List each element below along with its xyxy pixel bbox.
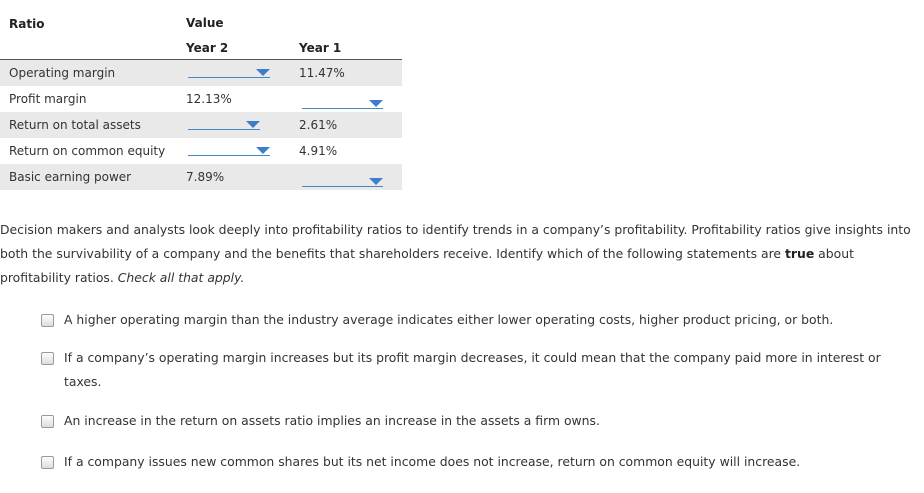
- table-row-return-on-total-assets: Return on total assets 2.61%: [0, 112, 402, 138]
- intro-instruction: Check all that apply.: [117, 270, 245, 285]
- checkbox[interactable]: [41, 352, 54, 365]
- chevron-down-icon[interactable]: [369, 178, 383, 185]
- table-row-operating-margin: Operating margin 11.47%: [0, 60, 402, 86]
- operating-margin-year2-dropdown[interactable]: [188, 63, 270, 81]
- dropdown-underline: [302, 108, 383, 109]
- dropdown-underline: [302, 186, 383, 187]
- option-label: If a company issues new common shares bu…: [64, 454, 801, 469]
- checkbox[interactable]: [41, 456, 54, 469]
- intro-text-after: about profitability ratios.: [0, 246, 854, 285]
- intro-bold: true: [784, 246, 815, 261]
- row-label: Basic earning power: [9, 170, 132, 184]
- table-row-return-on-common-equity: Return on common equity 4.91%: [0, 138, 402, 164]
- checkbox[interactable]: [41, 314, 54, 327]
- operating-margin-year1-value: 11.47%: [299, 66, 345, 80]
- basic-earning-power-year2-value: 7.89%: [186, 170, 225, 184]
- return-on-total-assets-year2-dropdown[interactable]: [188, 115, 260, 133]
- chevron-down-icon[interactable]: [256, 69, 270, 76]
- dropdown-underline: [188, 77, 270, 78]
- option-label: An increase in the return on assets rati…: [64, 413, 600, 428]
- table-row-profit-margin: Profit margin 12.13%: [0, 86, 402, 112]
- basic-earning-power-year1-dropdown[interactable]: [302, 172, 383, 190]
- chevron-down-icon[interactable]: [256, 147, 270, 154]
- option-1[interactable]: A higher operating margin than the indus…: [41, 308, 901, 332]
- question-intro: Decision makers and analysts look deeply…: [0, 218, 920, 290]
- header-ratio: Ratio: [9, 17, 45, 31]
- header-year-1: Year 1: [299, 41, 342, 55]
- table-row-basic-earning-power: Basic earning power 7.89%: [0, 164, 402, 190]
- chevron-down-icon[interactable]: [369, 100, 383, 107]
- header-year-2: Year 2: [186, 41, 229, 55]
- ratio-table: Ratio Value Year 2 Year 1 Operating marg…: [0, 12, 402, 190]
- dropdown-underline: [188, 155, 270, 156]
- chevron-down-icon[interactable]: [246, 121, 260, 128]
- dropdown-underline: [188, 129, 260, 130]
- return-on-common-equity-year2-dropdown[interactable]: [188, 141, 270, 159]
- option-3[interactable]: An increase in the return on assets rati…: [41, 409, 901, 433]
- profit-margin-year2-value: 12.13%: [186, 92, 232, 106]
- return-on-total-assets-year1-value: 2.61%: [299, 118, 338, 132]
- table-header-row-1: Ratio Value: [0, 12, 402, 35]
- return-on-common-equity-year1-value: 4.91%: [299, 144, 338, 158]
- option-label: If a company’s operating margin increase…: [64, 350, 881, 389]
- row-label: Return on common equity: [9, 144, 166, 158]
- profit-margin-year1-dropdown[interactable]: [302, 94, 383, 112]
- table-header-row-2: Year 2 Year 1: [0, 35, 402, 60]
- checkbox[interactable]: [41, 415, 54, 428]
- option-4[interactable]: If a company issues new common shares bu…: [41, 450, 901, 474]
- option-label: A higher operating margin than the indus…: [64, 312, 834, 327]
- row-label: Operating margin: [9, 66, 116, 80]
- row-label: Return on total assets: [9, 118, 141, 132]
- row-label: Profit margin: [9, 92, 87, 106]
- option-2[interactable]: If a company’s operating margin increase…: [41, 346, 901, 394]
- header-value: Value: [186, 16, 224, 30]
- intro-text: Decision makers and analysts look deeply…: [0, 222, 911, 261]
